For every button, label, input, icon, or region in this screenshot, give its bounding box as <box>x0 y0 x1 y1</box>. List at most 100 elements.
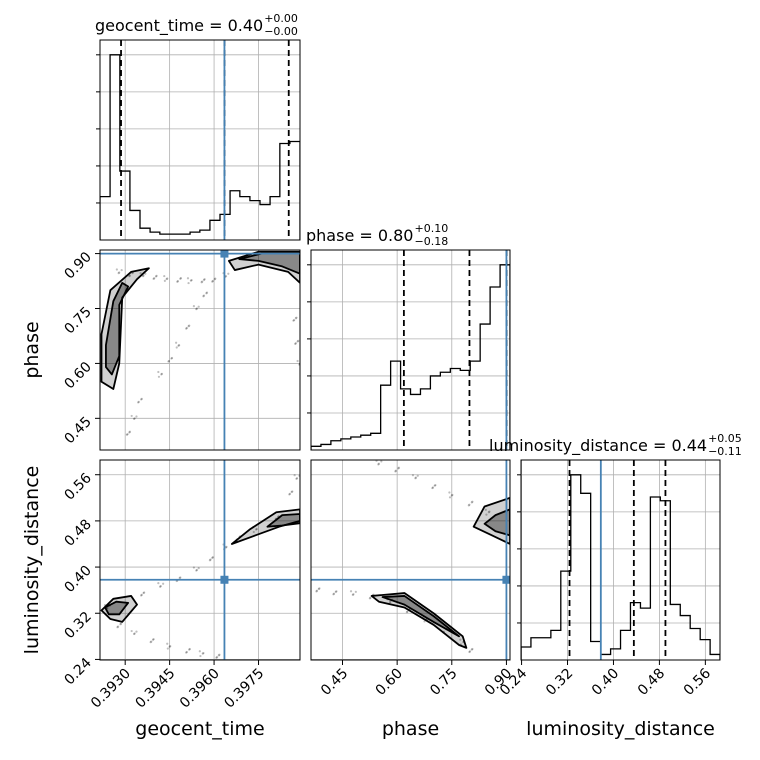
sample-point <box>168 645 171 648</box>
sample-point <box>188 324 191 327</box>
sample-point <box>160 373 163 376</box>
contour-inner <box>266 513 300 528</box>
sample-point <box>170 356 174 360</box>
sample-point <box>152 638 155 641</box>
sample-point <box>434 483 437 487</box>
truth-marker <box>220 575 229 584</box>
sample-point <box>288 493 291 496</box>
sample-point <box>187 281 190 285</box>
sample-point <box>291 490 294 493</box>
title-upper-luminosity_distance: +0.05 <box>708 432 742 445</box>
x-tick-label-luminosity_distance: 0.32 <box>543 666 576 699</box>
sample-point <box>214 277 217 280</box>
sample-point <box>128 430 132 433</box>
sample-point <box>411 474 415 477</box>
sample-point <box>467 504 470 507</box>
sample-point <box>126 433 129 436</box>
sample-point <box>470 648 473 651</box>
sample-point <box>397 466 401 469</box>
sample-point <box>468 650 472 653</box>
contour-outer <box>100 267 150 390</box>
sample-point <box>252 530 255 534</box>
sample-point <box>224 546 228 549</box>
sample-point <box>143 591 146 594</box>
panel-title-luminosity_distance: luminosity_distance = 0.44 <box>489 436 707 456</box>
panel-frame-geocent_time-phase <box>99 249 301 451</box>
histogram-geocent_time <box>100 54 300 240</box>
sample-point <box>448 491 451 494</box>
sample-point <box>202 295 205 298</box>
sample-point <box>195 569 198 572</box>
sample-point <box>388 601 391 604</box>
truth-marker <box>220 249 229 258</box>
sample-point <box>471 500 474 503</box>
sample-point <box>128 275 131 278</box>
sample-point <box>471 647 474 651</box>
sample-point <box>163 274 166 278</box>
sample-point <box>176 280 179 283</box>
y-tick-label-luminosity_distance: 0.24 <box>61 655 94 688</box>
sample-point <box>296 359 299 363</box>
sample-point <box>178 576 181 580</box>
sample-point <box>153 277 156 280</box>
sample-point <box>406 610 409 613</box>
sample-point <box>165 277 168 281</box>
panel-frame-phase-luminosity_distance <box>310 459 511 661</box>
sample-point <box>468 503 471 506</box>
sample-point <box>301 361 303 363</box>
y-tick-label-luminosity_distance: 0.48 <box>61 516 94 549</box>
sample-point <box>218 653 221 656</box>
sample-point <box>195 308 198 311</box>
title-lower-geocent_time: −0.00 <box>264 25 298 38</box>
sample-point <box>130 414 133 418</box>
sample-point <box>142 274 145 277</box>
sample-point <box>211 280 214 283</box>
sample-point <box>414 476 418 479</box>
sample-point <box>170 357 173 360</box>
sample-point <box>394 469 398 472</box>
sample-point <box>389 600 392 603</box>
sample-point <box>166 642 169 645</box>
truth-marker <box>502 575 511 584</box>
sample-point <box>192 566 195 569</box>
x-tick-label-geocent_time: 0.3945 <box>132 666 178 712</box>
x-tick-label-geocent_time: 0.3975 <box>221 666 267 712</box>
y-tick-label-luminosity_distance: 0.56 <box>61 470 94 503</box>
sample-point <box>140 593 143 596</box>
sample-point <box>354 590 357 593</box>
sample-point <box>294 317 297 320</box>
sample-point <box>140 397 143 400</box>
contour-inner <box>104 600 130 616</box>
sample-point <box>397 467 400 470</box>
contour-inner <box>105 281 130 376</box>
sample-point <box>380 460 383 463</box>
sample-point <box>450 494 453 497</box>
sample-point <box>118 271 121 274</box>
x-tick-label-phase: 0.60 <box>373 666 406 699</box>
x-axis-label-geocent_time: geocent_time <box>135 718 264 740</box>
sample-point <box>332 592 336 595</box>
x-axis-label-luminosity_distance: luminosity_distance <box>526 718 715 740</box>
sample-point <box>377 463 380 466</box>
sample-point <box>157 370 160 374</box>
sample-point <box>335 590 338 593</box>
sample-point <box>318 587 321 590</box>
sample-point <box>468 650 471 654</box>
sample-point <box>297 339 300 342</box>
panel-frame-geocent_time-luminosity_distance <box>99 459 301 661</box>
y-tick-label-phase: 0.45 <box>61 414 94 447</box>
sample-point <box>192 305 195 308</box>
histogram-phase <box>311 264 510 450</box>
sample-point <box>448 496 452 499</box>
sample-point <box>178 344 181 347</box>
sample-point <box>189 279 193 282</box>
sample-point <box>185 326 188 330</box>
sample-point <box>125 433 129 436</box>
sample-point <box>142 591 145 595</box>
sample-point <box>414 477 417 480</box>
sample-point <box>201 652 204 655</box>
sample-point <box>132 632 136 636</box>
sample-point <box>188 647 191 651</box>
sample-point <box>175 346 178 349</box>
x-tick-label-geocent_time: 0.3960 <box>177 666 223 712</box>
